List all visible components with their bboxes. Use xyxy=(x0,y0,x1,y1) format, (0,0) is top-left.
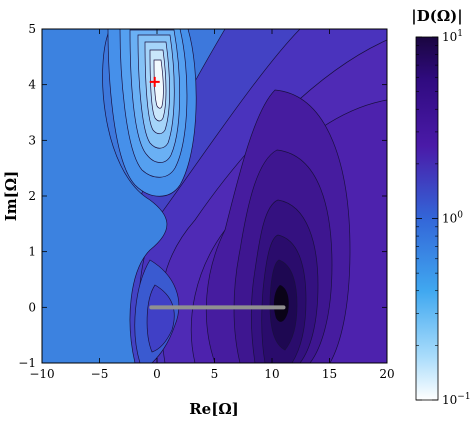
x-tick-label: 15 xyxy=(322,367,337,381)
x-axis-label: Re[Ω] xyxy=(189,400,239,418)
colorbar-tick-label: 100 xyxy=(442,211,463,226)
maximum-region xyxy=(273,285,289,322)
minimum-marker xyxy=(149,76,160,87)
y-axis-label: Im[Ω] xyxy=(2,171,20,221)
x-tick-label: 5 xyxy=(211,367,219,381)
colorbar-tick-label: 10−1 xyxy=(442,392,471,407)
y-tick-label: 2 xyxy=(28,189,36,203)
colorbar-title: |D(Ω)| xyxy=(411,7,462,25)
x-tick-label: −10 xyxy=(29,367,54,381)
y-tick-label: 3 xyxy=(28,133,36,147)
band-blue-1 xyxy=(42,29,168,363)
lobe-7 xyxy=(153,59,164,109)
x-tick-label: −5 xyxy=(91,367,109,381)
y-axis-ticks: −1 0 1 2 3 4 5 xyxy=(18,22,387,370)
y-tick-label: −1 xyxy=(18,356,36,370)
colorbar: |D(Ω)| 101 100 10−1 xyxy=(411,7,470,407)
lower-bulge-inner xyxy=(146,284,175,353)
y-tick-label: 0 xyxy=(28,300,36,314)
y-tick-label: 1 xyxy=(28,245,36,259)
plot-area xyxy=(42,29,387,363)
colorbar-ticks: 101 100 10−1 xyxy=(416,29,471,407)
x-tick-label: 10 xyxy=(264,367,279,381)
y-tick-label: 4 xyxy=(28,78,36,92)
colorbar-tick-label: 101 xyxy=(442,29,463,44)
y-tick-label: 5 xyxy=(28,22,36,36)
x-tick-label: 0 xyxy=(153,367,161,381)
x-tick-label: 20 xyxy=(379,367,394,381)
x-axis-ticks: −10 −5 0 5 10 15 20 xyxy=(29,29,395,381)
